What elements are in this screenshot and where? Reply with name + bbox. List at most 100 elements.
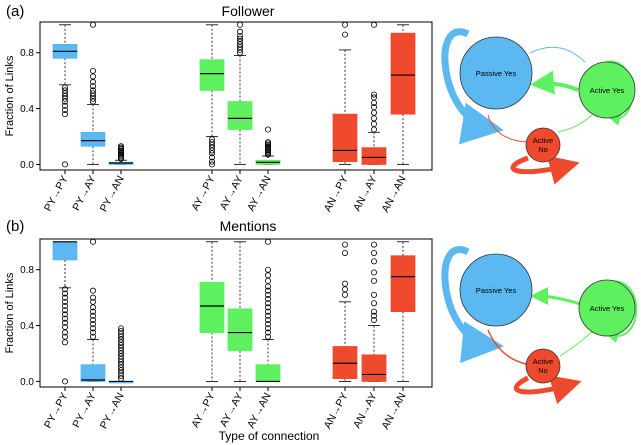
outlier-point — [62, 102, 69, 109]
outlier-point — [370, 241, 377, 248]
box-body — [80, 131, 106, 147]
outlier-point — [370, 249, 377, 256]
chart-title: Mentions — [220, 218, 277, 234]
outlier-point — [90, 294, 97, 301]
outlier-point — [370, 258, 377, 265]
outlier-point — [341, 280, 348, 287]
chart-title: Follower — [222, 3, 275, 19]
box-body — [390, 32, 416, 115]
x-tick-label: AY→AY — [218, 174, 246, 212]
passive-yes-self-loop — [441, 246, 504, 364]
outlier-point — [62, 307, 69, 314]
outlier-point — [370, 291, 377, 298]
box-body — [199, 281, 225, 333]
box-8 — [361, 21, 387, 165]
outlier-point — [208, 147, 215, 154]
active-no-self-loop — [513, 375, 582, 405]
panel-label: (b) — [6, 218, 24, 235]
outlier-point — [236, 21, 243, 28]
outlier-point — [341, 249, 348, 256]
edge-ay-to-an — [559, 331, 593, 357]
outlier-point — [341, 291, 348, 298]
x-tick-label: AY→AN — [245, 174, 274, 213]
outlier-point — [62, 319, 69, 326]
outlier-point — [90, 67, 97, 74]
outlier-point — [90, 298, 97, 305]
outlier-point — [90, 325, 97, 332]
outlier-point — [90, 73, 97, 80]
outlier-point — [370, 104, 377, 111]
outlier-point — [236, 28, 243, 35]
outlier-point — [236, 32, 243, 39]
box-body — [332, 346, 358, 380]
box-body — [332, 113, 358, 163]
active-yes-self-loop — [606, 280, 638, 343]
box-body — [255, 364, 281, 382]
y-tick-label: 0.0 — [20, 377, 34, 388]
outlier-point — [264, 321, 271, 328]
box-1 — [52, 24, 78, 168]
box-5 — [227, 21, 253, 165]
x-tick-label: PY→PY — [42, 391, 71, 431]
outlier-point — [264, 316, 271, 323]
outlier-point — [370, 115, 377, 122]
outlier-point — [208, 158, 215, 165]
outlier-point — [264, 277, 271, 284]
outlier-point — [118, 143, 125, 150]
outlier-point — [62, 339, 69, 346]
outlier-point — [90, 312, 97, 319]
x-tick-label: AY→AY — [218, 391, 246, 429]
outlier-point — [208, 154, 215, 161]
outlier-point — [264, 312, 271, 319]
plot-frame — [39, 238, 433, 388]
panel-follower: (a) Follower Fraction of Links 0.0 0.4 0.8… — [4, 3, 433, 215]
outlier-point — [208, 161, 215, 168]
node-label-active-yes: Active Yes — [590, 304, 625, 313]
plot-area: 0.0 0.4 0.8 PY→PY PY→AY PY→AN AY→PY AY→AY AY→AN A… — [20, 238, 433, 431]
x-tick-label: AN→PY — [322, 391, 351, 431]
outlier-point — [90, 83, 97, 90]
y-axis-title: Fraction of Links — [4, 55, 16, 136]
edge-ay-py-thin — [529, 46, 586, 63]
outlier-point — [341, 31, 348, 38]
box-body — [199, 59, 225, 91]
y-tick-label: 0.8 — [20, 265, 34, 276]
x-tick-label: AN→AN — [379, 174, 408, 215]
node-label-passive-yes: Passive Yes — [476, 69, 517, 78]
outlier-point — [62, 311, 69, 318]
x-tick-label: PY→AN — [98, 391, 127, 431]
box-body — [361, 354, 387, 382]
network-diagram-mentions: Passive Yes Active Yes Active No — [441, 246, 638, 405]
outlier-point — [208, 150, 215, 157]
node-active-yes — [578, 61, 636, 119]
outlier-point — [90, 238, 97, 245]
y-tick-label: 0.4 — [20, 321, 34, 332]
x-tick-label: AY→AN — [245, 391, 274, 430]
outlier-point — [62, 303, 69, 310]
box-body — [390, 255, 416, 313]
outlier-point — [264, 333, 271, 340]
outlier-point — [370, 277, 377, 284]
node-active-no — [525, 127, 561, 163]
box-7 — [332, 241, 358, 382]
box-6 — [255, 126, 281, 165]
outlier-point — [370, 269, 377, 276]
box-9 — [390, 241, 416, 382]
outlier-point — [90, 308, 97, 315]
outlier-point — [62, 161, 69, 168]
outlier-point — [90, 316, 97, 323]
node-passive-yes — [459, 253, 533, 327]
outlier-point — [370, 316, 377, 323]
outlier-point — [341, 286, 348, 293]
panel-mentions: (b) Mentions Fraction of Links 0.0 0.4 0.8… — [4, 218, 433, 431]
outlier-point — [90, 90, 97, 97]
active-no-self-loop — [510, 155, 580, 185]
outlier-point — [370, 308, 377, 315]
outlier-point — [370, 21, 377, 28]
outlier-point — [370, 109, 377, 116]
y-axis-title: Fraction of Links — [4, 272, 16, 353]
y-tick-label: 0.0 — [20, 160, 34, 171]
outlier-point — [62, 294, 69, 301]
outlier-point — [62, 378, 69, 385]
